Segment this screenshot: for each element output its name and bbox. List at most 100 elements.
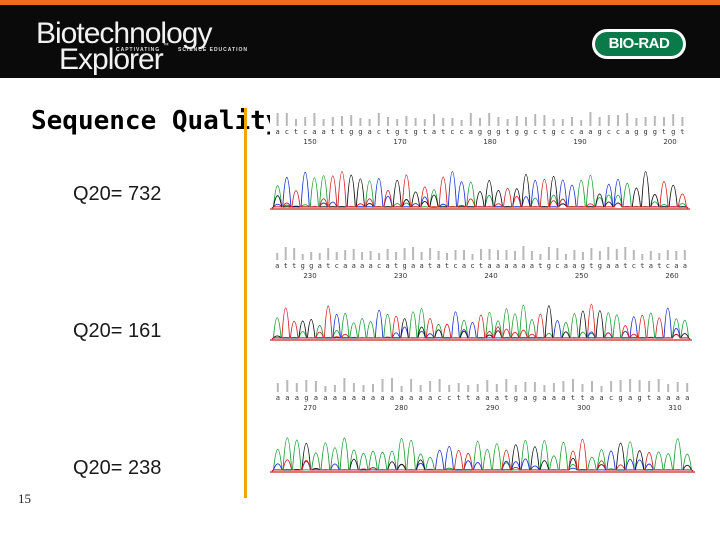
base-call: t: [331, 128, 335, 136]
quality-bar: [471, 254, 474, 260]
brand-logo-text: BIO-RAD: [595, 32, 683, 56]
base-call: g: [304, 394, 308, 402]
quality-bar: [644, 117, 647, 126]
trademark-mark: ™: [162, 43, 169, 49]
base-call: g: [547, 262, 551, 270]
base-call: t: [445, 262, 449, 270]
base-call: g: [487, 128, 491, 136]
quality-bar: [589, 112, 592, 126]
quality-bar: [412, 247, 415, 260]
quality-bar: [476, 384, 479, 392]
quality-bar: [638, 380, 641, 392]
base-call: a: [275, 128, 279, 136]
quality-bar: [405, 116, 408, 126]
base-call: g: [618, 394, 622, 402]
base-call: c: [616, 128, 620, 136]
quality-bar: [344, 250, 347, 260]
quality-bar: [377, 113, 380, 126]
base-call: a: [476, 394, 480, 402]
base-call: g: [478, 128, 482, 136]
base-call: a: [615, 262, 619, 270]
quality-bar: [352, 383, 355, 392]
quality-bar: [304, 117, 307, 126]
quality-bar: [617, 115, 619, 126]
quality-bar: [607, 115, 610, 126]
base-call: t: [457, 394, 461, 402]
quality-bar: [514, 251, 516, 260]
quality-bar: [675, 251, 678, 260]
base-call: g: [634, 128, 638, 136]
base-call: c: [533, 128, 537, 136]
base-call: a: [657, 394, 661, 402]
base-call: a: [361, 394, 365, 402]
peak-trace-t: [271, 438, 694, 472]
base-call: a: [342, 394, 346, 402]
quality-bar: [506, 119, 509, 126]
quality-bar: [378, 253, 381, 260]
base-call: a: [485, 394, 489, 402]
quality-bar: [448, 385, 451, 392]
quality-bar: [653, 116, 656, 126]
quality-bar: [437, 251, 440, 260]
header-accent-stripe: [0, 0, 720, 5]
position-number: 280: [395, 404, 408, 412]
base-call: g: [653, 128, 657, 136]
quality-bar: [341, 116, 343, 126]
base-call: a: [685, 394, 689, 402]
base-call: a: [606, 262, 610, 270]
slide-title: Sequence Quality: [31, 106, 282, 136]
quality-bar: [514, 385, 517, 392]
base-call: a: [579, 128, 583, 136]
base-call: c: [459, 128, 463, 136]
base-call: a: [628, 394, 632, 402]
quality-bar: [547, 247, 550, 260]
base-call: a: [625, 128, 629, 136]
quality-bar: [590, 248, 593, 260]
base-call: t: [394, 262, 398, 270]
base-call: c: [437, 394, 441, 402]
base-call: a: [590, 394, 594, 402]
base-call: g: [514, 394, 518, 402]
base-call: a: [323, 394, 327, 402]
quality-bar: [454, 250, 457, 260]
base-call: a: [432, 128, 436, 136]
quality-bar: [314, 381, 317, 392]
quality-bar: [667, 384, 670, 392]
position-number: 150: [303, 138, 316, 146]
base-call: t: [505, 128, 509, 136]
base-call: a: [371, 394, 375, 402]
quality-bar: [632, 250, 635, 260]
quality-bar: [539, 254, 542, 260]
base-call: a: [275, 262, 279, 270]
base-call: t: [504, 394, 508, 402]
quality-bar: [420, 252, 423, 260]
quality-bar: [572, 379, 574, 392]
position-number: 190: [573, 138, 586, 146]
quality-bar: [335, 252, 338, 260]
quality-bar: [451, 118, 454, 126]
quality-bar: [331, 117, 334, 126]
base-call: a: [419, 262, 423, 270]
quality-bar: [534, 114, 537, 126]
base-call: a: [513, 262, 517, 270]
base-call: a: [588, 128, 592, 136]
quality-bar: [552, 383, 555, 392]
position-number: 250: [575, 272, 588, 280]
base-call: a: [411, 262, 415, 270]
base-call: a: [276, 394, 280, 402]
quality-bar: [488, 113, 491, 126]
quality-bar: [561, 119, 564, 126]
base-call: a: [343, 262, 347, 270]
quality-bar: [571, 117, 573, 126]
quality-bar: [286, 380, 289, 392]
quality-bar: [600, 386, 603, 392]
base-call: a: [312, 128, 316, 136]
base-call: a: [523, 394, 527, 402]
quality-bar: [467, 385, 470, 392]
position-number: 200: [663, 138, 676, 146]
quality-bar: [352, 249, 355, 260]
header-bar: Biotechnology Explorer™ CAPTIVATING SCIE…: [0, 0, 720, 78]
quality-bar: [469, 113, 472, 126]
base-call: c: [453, 262, 457, 270]
